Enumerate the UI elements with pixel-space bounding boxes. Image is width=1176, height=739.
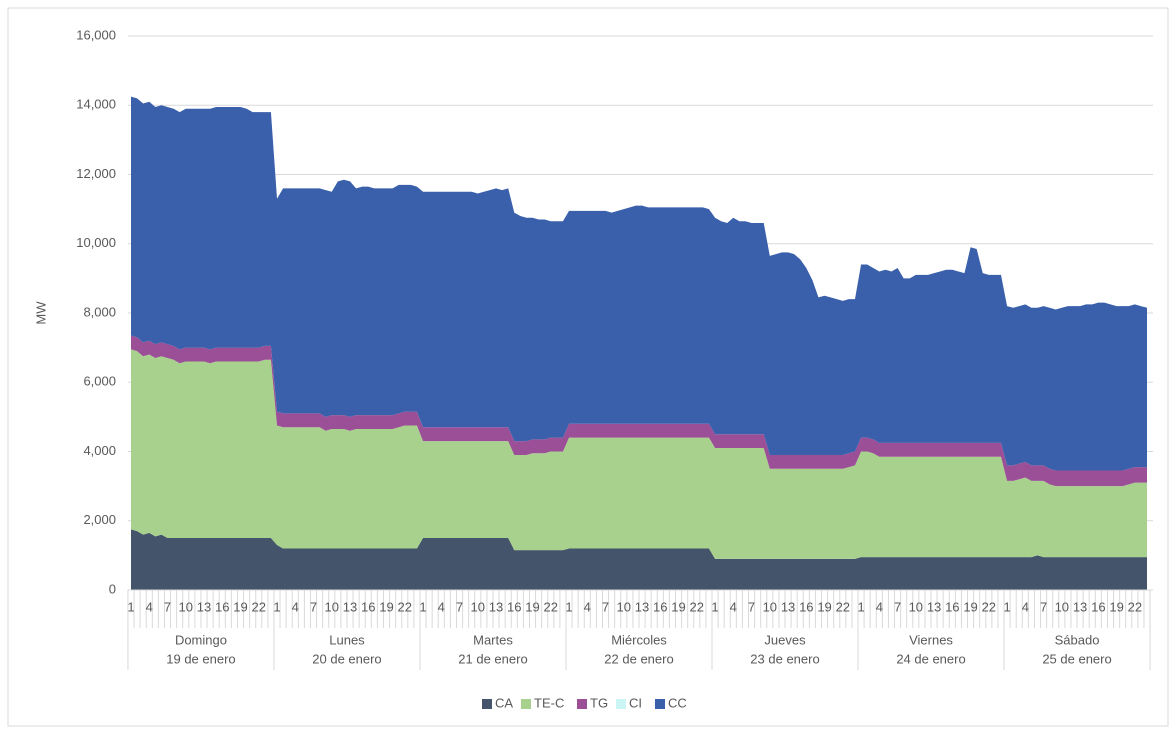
x-tick-label: 4 [876, 599, 883, 614]
y-tick-label: 0 [109, 581, 116, 596]
x-tick-label: 19 [817, 599, 831, 614]
x-tick-label: 16 [361, 599, 375, 614]
x-tick-label: 4 [146, 599, 153, 614]
group-label: Domingo [175, 632, 227, 647]
y-axis-label: MW [33, 301, 48, 325]
x-tick-label: 7 [602, 599, 609, 614]
area [131, 335, 1147, 487]
x-tick-label: 4 [1022, 599, 1029, 614]
y-tick-label: 8,000 [83, 304, 116, 319]
x-tick-label: 22 [690, 599, 704, 614]
x-tick-label: 7 [164, 599, 171, 614]
group-label: Lunes [329, 632, 365, 647]
x-tick-label: 16 [507, 599, 521, 614]
group-label: Martes [473, 632, 513, 647]
x-tick-label: 19 [233, 599, 247, 614]
group-date: 24 de enero [896, 651, 965, 666]
x-tick-label: 16 [215, 599, 229, 614]
x-tick-label: 16 [799, 599, 813, 614]
x-tick-label: 10 [1055, 599, 1069, 614]
y-tick-label: 4,000 [83, 443, 116, 458]
group-date: 21 de enero [458, 651, 527, 666]
legend-swatch [521, 699, 531, 709]
area [131, 529, 1147, 590]
x-tick-label: 22 [398, 599, 412, 614]
x-tick-label: 1 [1003, 599, 1010, 614]
legend-swatch [577, 699, 587, 709]
x-tick-label: 7 [456, 599, 463, 614]
x-tick-label: 7 [1040, 599, 1047, 614]
x-tick-label: 1 [857, 599, 864, 614]
x-tick-label: 4 [292, 599, 299, 614]
x-tick-label: 1 [711, 599, 718, 614]
y-tick-label: 16,000 [76, 27, 116, 42]
x-tick-label: 10 [325, 599, 339, 614]
x-tick-label: 16 [653, 599, 667, 614]
area [131, 96, 1147, 471]
x-tick-label: 10 [909, 599, 923, 614]
x-tick-label: 19 [671, 599, 685, 614]
legend-swatch [655, 699, 665, 709]
legend-swatch [482, 699, 492, 709]
x-tick-label: 19 [963, 599, 977, 614]
group-label: Sábado [1055, 632, 1100, 647]
x-tick-label: 22 [252, 599, 266, 614]
x-tick-label: 13 [1073, 599, 1087, 614]
x-tick-label: 13 [927, 599, 941, 614]
x-tick-label: 19 [525, 599, 539, 614]
legend-label: TE-C [534, 695, 564, 710]
group-date: 20 de enero [312, 651, 381, 666]
x-tick-label: 13 [489, 599, 503, 614]
x-tick-label: 13 [197, 599, 211, 614]
group-label: Viernes [909, 632, 953, 647]
legend-label: TG [590, 695, 608, 710]
x-tick-label: 1 [565, 599, 572, 614]
x-tick-label: 16 [945, 599, 959, 614]
x-tick-label: 22 [1128, 599, 1142, 614]
x-tick-label: 19 [1109, 599, 1123, 614]
x-tick-label: 13 [343, 599, 357, 614]
group-date: 22 de enero [604, 651, 673, 666]
legend-swatch [616, 699, 626, 709]
x-tick-label: 19 [379, 599, 393, 614]
x-tick-label: 22 [982, 599, 996, 614]
x-tick-label: 4 [584, 599, 591, 614]
x-tick-label: 16 [1091, 599, 1105, 614]
x-tick-label: 10 [763, 599, 777, 614]
x-tick-label: 4 [730, 599, 737, 614]
x-tick-label: 22 [544, 599, 558, 614]
x-tick-label: 7 [310, 599, 317, 614]
x-tick-label: 1 [127, 599, 134, 614]
area [131, 349, 1147, 559]
group-date: 19 de enero [166, 651, 235, 666]
x-tick-label: 1 [273, 599, 280, 614]
x-tick-label: 1 [419, 599, 426, 614]
x-tick-label: 4 [438, 599, 445, 614]
x-tick-label: 13 [635, 599, 649, 614]
x-tick-label: 22 [836, 599, 850, 614]
x-tick-label: 13 [781, 599, 795, 614]
legend-label: CI [629, 695, 642, 710]
group-date: 23 de enero [750, 651, 819, 666]
group-label: Jueves [764, 632, 806, 647]
y-tick-label: 12,000 [76, 166, 116, 181]
y-tick-label: 2,000 [83, 512, 116, 527]
y-tick-label: 10,000 [76, 235, 116, 250]
y-tick-label: 6,000 [83, 374, 116, 389]
x-tick-label: 10 [617, 599, 631, 614]
group-label: Miércoles [611, 632, 667, 647]
group-date: 25 de enero [1042, 651, 1111, 666]
legend-label: CC [668, 695, 687, 710]
x-tick-label: 10 [471, 599, 485, 614]
legend-label: CA [495, 695, 513, 710]
x-tick-label: 10 [179, 599, 193, 614]
y-tick-label: 14,000 [76, 97, 116, 112]
x-tick-label: 7 [748, 599, 755, 614]
x-tick-label: 7 [894, 599, 901, 614]
